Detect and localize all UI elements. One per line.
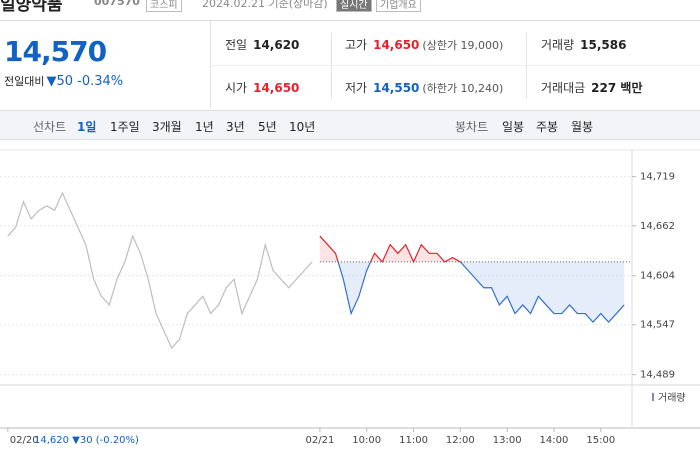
market-badge: 코스피 (146, 0, 182, 12)
tab[interactable]: 10년 (289, 120, 316, 134)
quote-cell: 고가 14,650 (상한가 19,000) (345, 36, 503, 53)
change: ▼50 (46, 74, 74, 89)
tab[interactable]: 일봉 (502, 120, 525, 134)
quote-label: 거래량 (541, 38, 575, 52)
x-tick-label: 02/20 (10, 435, 39, 446)
x-tick-label: 02/21 (305, 435, 334, 446)
quote-label: 전일 (225, 38, 248, 52)
tab[interactable]: 주봉 (536, 120, 559, 134)
quote-note: (상한가 19,000) (422, 39, 504, 52)
tab[interactable]: 5년 (258, 120, 277, 134)
quote-value: 14,650 (253, 81, 300, 95)
y-tick-label: 14,604 (640, 271, 675, 282)
x-tick-label: 14:00 (540, 435, 569, 446)
stock-code: 007570 (94, 0, 140, 8)
tab[interactable]: 1일 (77, 120, 97, 134)
y-tick-label: 14,489 (640, 370, 675, 381)
date: 2024.02.21 기준(장마감) (202, 0, 328, 10)
quote-label: 고가 (345, 38, 368, 52)
x-tick-label: 13:00 (493, 435, 522, 446)
tab[interactable]: 월봉 (571, 120, 594, 134)
prev-day-note: 14,620 ▼30 (-0.20%) (34, 435, 139, 446)
area-up (319, 236, 461, 262)
realtime-badge[interactable]: 실시간 (336, 0, 372, 12)
x-tick-label: 11:00 (399, 435, 428, 446)
quote-table: 전일 14,620 고가 14,650 (상한가 19,000) 거래량 15,586 시가 1… (210, 21, 700, 109)
tab[interactable]: 1주일 (110, 120, 140, 134)
price-panel: 14,570 전일대비 ▼50 -0.34% (0, 21, 210, 109)
quote-cell: 거래대금 227 백만 (541, 79, 642, 96)
quote-value: 15,586 (580, 38, 627, 52)
quote-value: 14,650 (373, 38, 420, 52)
volume-legend-swatch (652, 393, 654, 401)
quote-label: 시가 (225, 81, 248, 95)
line (7, 191, 313, 350)
quote-label: 저가 (345, 81, 368, 95)
quote-value: 14,550 (373, 81, 420, 95)
quote-value: 14,620 (253, 38, 300, 52)
change-pct: -0.34% (77, 74, 124, 89)
current-price: 14,570 (4, 35, 107, 68)
tab-label: 선차트 (33, 120, 67, 134)
row-divider (211, 65, 700, 66)
quote-cell: 시가 14,650 (225, 79, 299, 96)
quote-note: (하한가 10,240) (422, 82, 504, 95)
quote-label: 거래대금 (541, 81, 586, 95)
tab[interactable]: 3개월 (152, 120, 182, 134)
tab[interactable]: 3년 (226, 120, 245, 134)
quote-value: 227 백만 (591, 81, 643, 95)
y-tick-label: 14,547 (640, 320, 675, 331)
divider (526, 33, 527, 99)
price-change: 전일대비 ▼50 -0.34% (4, 73, 123, 89)
change-label: 전일대비 (4, 75, 45, 88)
quote-cell: 저가 14,550 (하한가 10,240) (345, 79, 503, 96)
x-tick-label: 10:00 (352, 435, 381, 446)
stock-name: 일양약품 (0, 0, 63, 15)
header: 일양약품 007570 코스피 2024.02.21 기준(장마감) 실시간 기… (0, 0, 700, 21)
line-down (337, 261, 625, 324)
tab-label: 봉차트 (455, 120, 489, 134)
volume-legend: 거래량 (658, 392, 686, 404)
divider (331, 33, 332, 99)
company-info[interactable]: 기업개요 (376, 0, 421, 12)
x-tick-label: 15:00 (586, 435, 615, 446)
area-down (319, 261, 625, 323)
y-tick-label: 14,719 (640, 172, 675, 183)
x-tick-label: 12:00 (446, 435, 475, 446)
y-tick-label: 14,662 (640, 221, 675, 232)
quote-cell: 전일 14,620 (225, 36, 299, 53)
chart-tabs: 선차트 1일 1주일 3개월 1년 3년 5년 10년 봉차트 일봉 주봉 월봉 (0, 110, 700, 140)
quote-cell: 거래량 15,586 (541, 36, 626, 53)
tab[interactable]: 1년 (195, 120, 214, 134)
